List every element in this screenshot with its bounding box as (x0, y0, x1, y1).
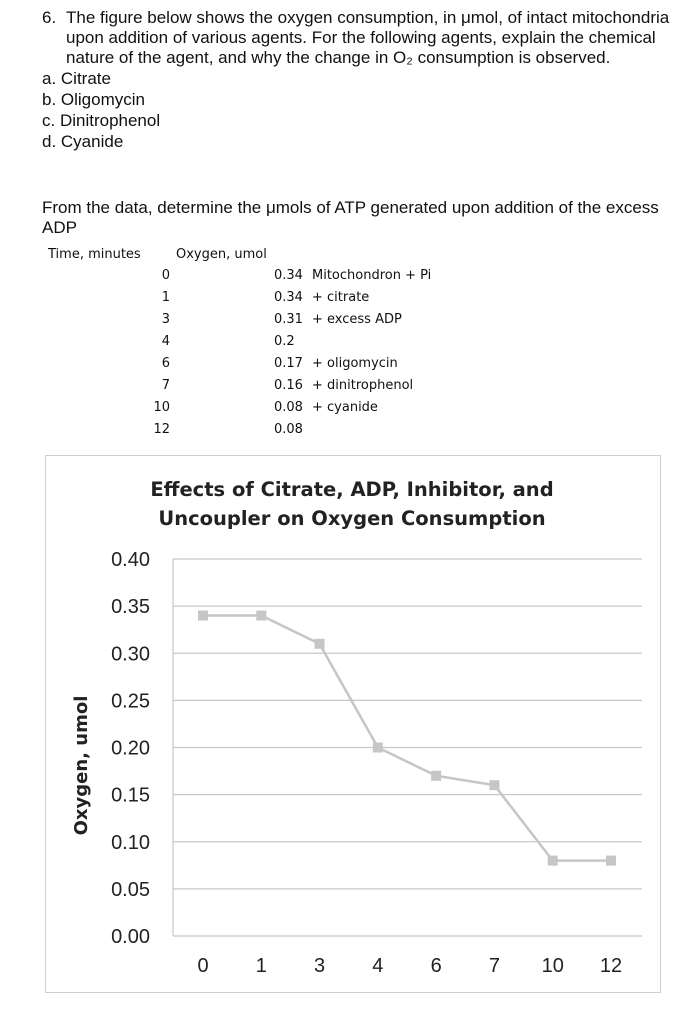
y-tick-label: 0.35 (111, 596, 150, 618)
table-row: 10 0.08 + cyanide (48, 400, 468, 422)
table-cell-oxygen: 0.08 (274, 400, 303, 415)
table-header-oxygen: Oxygen, umol (176, 247, 267, 262)
x-tick-label: 4 (372, 955, 383, 977)
agent-item-cyanide: d. Cyanide (42, 132, 124, 151)
table-cell-oxygen: 0.34 (274, 268, 303, 283)
data-point (198, 610, 208, 621)
question-block: 6. The figure below shows the oxygen con… (42, 8, 682, 152)
x-tick-label: 12 (600, 955, 622, 977)
data-point (489, 780, 500, 791)
table-cell-oxygen: 0.08 (274, 422, 303, 437)
atp-prompt: From the data, determine the μmols of AT… (42, 198, 659, 237)
table-cell-note: + cyanide (312, 400, 378, 415)
table-cell-oxygen: 0.16 (274, 378, 303, 393)
data-point (431, 770, 442, 781)
table-cell-time: 6 (161, 356, 170, 371)
oxygen-consumption-chart: Effects of Citrate, ADP, Inhibitor, and U… (71, 478, 642, 977)
chart-title-line: Uncoupler on Oxygen Consumption (158, 507, 545, 530)
data-point (372, 742, 383, 753)
table-row: 7 0.16 + dinitrophenol (48, 378, 468, 400)
data-point (606, 855, 616, 866)
y-tick-label: 0.05 (111, 879, 150, 901)
table-cell-oxygen: 0.17 (274, 356, 303, 371)
y-axis-label: Oxygen, umol (71, 696, 92, 836)
table-row: 12 0.08 (48, 422, 468, 444)
table-cell-note: Mitochondron + Pi (312, 268, 432, 283)
question-number: 6. (42, 8, 57, 27)
data-point (256, 610, 267, 621)
table-cell-oxygen: 0.31 (274, 312, 303, 327)
x-tick-label: 3 (314, 955, 325, 977)
table-cell-oxygen: 0.34 (274, 290, 303, 305)
x-tick-label: 6 (431, 955, 442, 977)
table-cell-note: + dinitrophenol (312, 378, 414, 393)
table-cell-time: 0 (161, 268, 170, 283)
table-cell-note: + oligomycin (312, 356, 398, 371)
x-tick-label: 10 (542, 955, 564, 977)
table-cell-note: + citrate (312, 290, 370, 305)
table-cell-time: 7 (161, 378, 170, 393)
data-point (314, 638, 325, 649)
table-cell-time: 10 (153, 400, 170, 415)
table-cell-oxygen: 0.2 (274, 334, 295, 349)
chart: Effects of Citrate, ADP, Inhibitor, and U… (45, 455, 661, 993)
y-tick-label: 0.20 (111, 738, 150, 760)
question-text: The figure below shows the oxygen consum… (66, 8, 670, 67)
data-point (547, 855, 558, 866)
table-cell-time: 12 (153, 422, 170, 437)
table-row: 6 0.17 + oligomycin (48, 356, 468, 378)
agent-item-oligomycin: b. Oligomycin (42, 90, 145, 109)
table-row: 3 0.31 + excess ADP (48, 312, 468, 334)
table-cell-time: 3 (161, 312, 170, 327)
chart-title-line: Effects of Citrate, ADP, Inhibitor, and (150, 478, 553, 501)
series-line (203, 614, 611, 862)
table-cell-time: 1 (161, 290, 170, 305)
y-tick-label: 0.15 (111, 785, 150, 807)
table-row: 1 0.34 + citrate (48, 290, 468, 312)
y-tick-label: 0.40 (111, 549, 150, 571)
y-tick-label: 0.00 (111, 926, 150, 948)
y-tick-label: 0.10 (111, 832, 150, 854)
table-row: 4 0.2 (48, 334, 468, 356)
y-tick-label: 0.30 (111, 643, 150, 665)
table-cell-time: 4 (161, 334, 170, 349)
x-tick-label: 7 (489, 955, 500, 977)
agent-item-citrate: a. Citrate (42, 69, 111, 88)
table-row: 0 0.34 Mitochondron + Pi (48, 268, 468, 290)
x-tick-label: 0 (197, 955, 208, 977)
table-header-time: Time, minutes (48, 247, 141, 262)
x-tick-label: 1 (256, 955, 267, 977)
y-tick-label: 0.25 (111, 690, 150, 712)
agent-list: a. Citrate b. Oligomycin c. Dinitropheno… (42, 68, 682, 152)
table-cell-note: + excess ADP (312, 312, 402, 327)
agent-item-dinitrophenol: c. Dinitrophenol (42, 111, 161, 130)
